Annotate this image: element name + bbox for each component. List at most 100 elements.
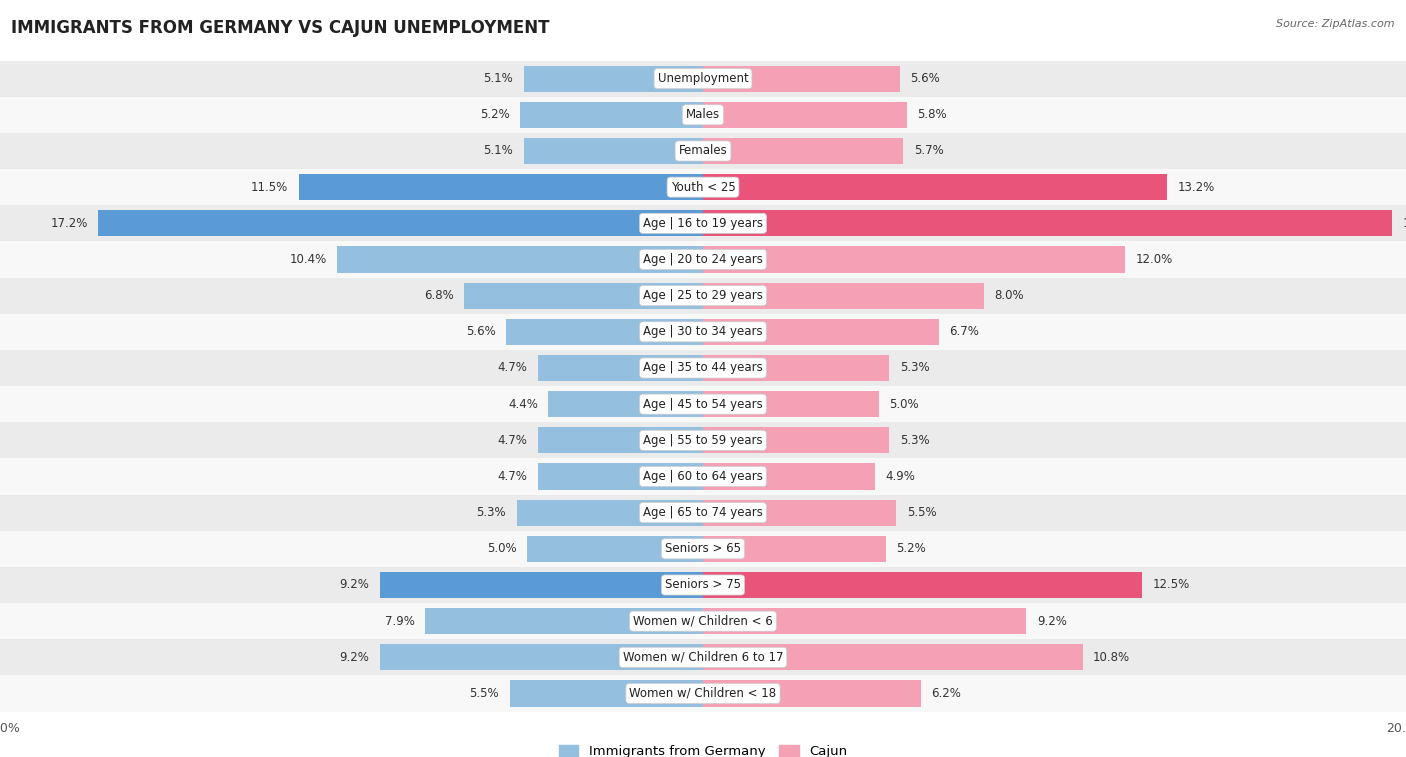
Text: 5.1%: 5.1%: [484, 145, 513, 157]
Text: 5.6%: 5.6%: [465, 326, 496, 338]
Text: 7.9%: 7.9%: [385, 615, 415, 628]
Bar: [380, 644, 703, 671]
Text: 5.2%: 5.2%: [479, 108, 510, 121]
Text: 19.6%: 19.6%: [1403, 217, 1406, 230]
Text: Age | 65 to 74 years: Age | 65 to 74 years: [643, 506, 763, 519]
Text: 5.8%: 5.8%: [917, 108, 948, 121]
Text: IMMIGRANTS FROM GERMANY VS CAJUN UNEMPLOYMENT: IMMIGRANTS FROM GERMANY VS CAJUN UNEMPLO…: [11, 19, 550, 37]
Text: Women w/ Children < 18: Women w/ Children < 18: [630, 687, 776, 700]
Bar: [0, 97, 1406, 133]
Bar: [98, 210, 703, 236]
Text: Age | 20 to 24 years: Age | 20 to 24 years: [643, 253, 763, 266]
Text: 8.0%: 8.0%: [995, 289, 1025, 302]
Text: Age | 16 to 19 years: Age | 16 to 19 years: [643, 217, 763, 230]
Bar: [0, 567, 1406, 603]
Text: Females: Females: [679, 145, 727, 157]
Bar: [548, 391, 703, 417]
Bar: [703, 681, 921, 706]
Bar: [537, 463, 703, 490]
Bar: [703, 644, 1083, 671]
Text: 4.7%: 4.7%: [498, 434, 527, 447]
Text: 5.3%: 5.3%: [900, 434, 929, 447]
Bar: [703, 282, 984, 309]
Text: Unemployment: Unemployment: [658, 72, 748, 85]
Bar: [703, 463, 875, 490]
Bar: [0, 603, 1406, 639]
Bar: [0, 350, 1406, 386]
Bar: [524, 66, 703, 92]
Text: 9.2%: 9.2%: [1038, 615, 1067, 628]
Bar: [703, 247, 1125, 273]
Text: 6.2%: 6.2%: [932, 687, 962, 700]
Bar: [0, 241, 1406, 278]
Text: 12.5%: 12.5%: [1153, 578, 1189, 591]
Legend: Immigrants from Germany, Cajun: Immigrants from Germany, Cajun: [554, 740, 852, 757]
Text: 5.3%: 5.3%: [477, 506, 506, 519]
Bar: [0, 205, 1406, 241]
Bar: [0, 675, 1406, 712]
Text: Age | 45 to 54 years: Age | 45 to 54 years: [643, 397, 763, 410]
Bar: [0, 386, 1406, 422]
Text: 6.7%: 6.7%: [949, 326, 979, 338]
Bar: [517, 500, 703, 525]
Bar: [0, 169, 1406, 205]
Text: Seniors > 65: Seniors > 65: [665, 542, 741, 556]
Text: 13.2%: 13.2%: [1178, 181, 1215, 194]
Bar: [0, 278, 1406, 313]
Bar: [703, 319, 939, 345]
Text: 10.8%: 10.8%: [1094, 651, 1130, 664]
Text: 4.9%: 4.9%: [886, 470, 915, 483]
Text: 5.0%: 5.0%: [889, 397, 920, 410]
Text: 5.2%: 5.2%: [897, 542, 927, 556]
Bar: [703, 427, 889, 453]
Text: 11.5%: 11.5%: [252, 181, 288, 194]
Bar: [537, 427, 703, 453]
Text: 4.7%: 4.7%: [498, 362, 527, 375]
Bar: [299, 174, 703, 200]
Bar: [506, 319, 703, 345]
Text: Source: ZipAtlas.com: Source: ZipAtlas.com: [1277, 19, 1395, 29]
Text: Age | 60 to 64 years: Age | 60 to 64 years: [643, 470, 763, 483]
Text: 5.6%: 5.6%: [911, 72, 941, 85]
Bar: [703, 608, 1026, 634]
Text: 5.5%: 5.5%: [907, 506, 936, 519]
Text: 12.0%: 12.0%: [1136, 253, 1173, 266]
Text: Males: Males: [686, 108, 720, 121]
Bar: [380, 572, 703, 598]
Bar: [703, 500, 897, 525]
Bar: [0, 61, 1406, 97]
Text: Age | 25 to 29 years: Age | 25 to 29 years: [643, 289, 763, 302]
Text: 17.2%: 17.2%: [51, 217, 87, 230]
Bar: [703, 536, 886, 562]
Bar: [703, 210, 1392, 236]
Bar: [527, 536, 703, 562]
Bar: [0, 494, 1406, 531]
Text: 9.2%: 9.2%: [339, 578, 368, 591]
Bar: [0, 639, 1406, 675]
Text: Age | 30 to 34 years: Age | 30 to 34 years: [643, 326, 763, 338]
Bar: [703, 572, 1142, 598]
Bar: [703, 138, 904, 164]
Bar: [337, 247, 703, 273]
Bar: [510, 681, 703, 706]
Bar: [0, 459, 1406, 494]
Text: 5.7%: 5.7%: [914, 145, 943, 157]
Bar: [464, 282, 703, 309]
Text: Age | 55 to 59 years: Age | 55 to 59 years: [643, 434, 763, 447]
Text: Seniors > 75: Seniors > 75: [665, 578, 741, 591]
Bar: [0, 531, 1406, 567]
Text: 5.5%: 5.5%: [470, 687, 499, 700]
Bar: [0, 313, 1406, 350]
Text: 5.3%: 5.3%: [900, 362, 929, 375]
Text: 10.4%: 10.4%: [290, 253, 326, 266]
Bar: [537, 355, 703, 381]
Text: 4.7%: 4.7%: [498, 470, 527, 483]
Text: Women w/ Children 6 to 17: Women w/ Children 6 to 17: [623, 651, 783, 664]
Bar: [520, 101, 703, 128]
Text: 5.1%: 5.1%: [484, 72, 513, 85]
Text: 5.0%: 5.0%: [486, 542, 517, 556]
Bar: [425, 608, 703, 634]
Bar: [703, 174, 1167, 200]
Bar: [524, 138, 703, 164]
Bar: [703, 391, 879, 417]
